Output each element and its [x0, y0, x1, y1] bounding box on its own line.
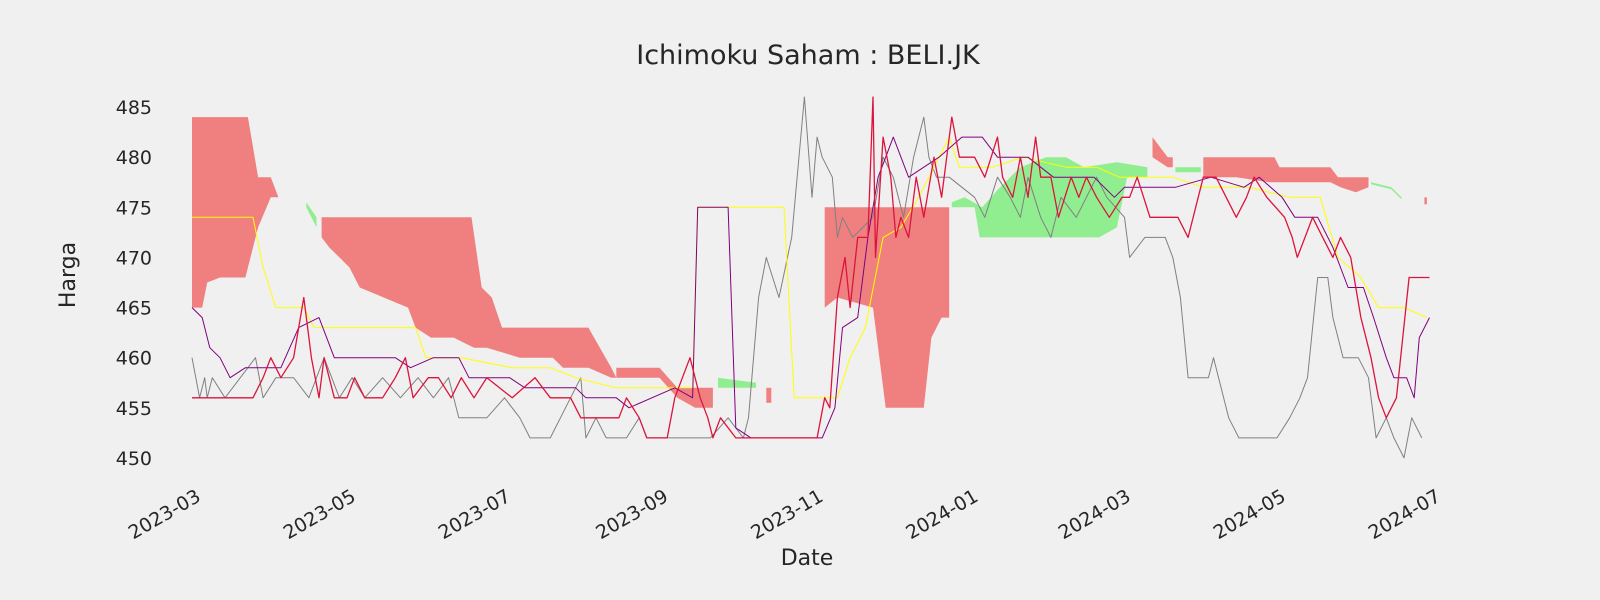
cloud-region-bullish-7 — [951, 157, 1148, 238]
ichimoku-lines — [191, 96, 1430, 459]
cloud-region-bullish-11 — [1371, 182, 1402, 200]
cloud-region-bullish-1 — [306, 202, 317, 228]
y-tick-label: 470 — [116, 247, 152, 269]
cloud-region-bearish-0 — [192, 117, 294, 308]
cloud-region-bearish-8 — [1152, 137, 1173, 168]
y-tick-label: 460 — [116, 348, 152, 370]
y-tick-label: 475 — [116, 197, 152, 219]
series-line-close — [192, 96, 1430, 439]
cloud-region-bearish-5 — [766, 387, 772, 403]
y-axis-title: Harga — [56, 242, 81, 308]
cloud-region-bearish-12 — [1424, 197, 1427, 205]
cloud-region-bearish-10 — [1203, 157, 1369, 193]
y-tick-label: 485 — [116, 97, 152, 119]
cloud-region-bearish-3 — [616, 367, 713, 408]
y-tick-label: 465 — [116, 298, 152, 320]
cloud-region-bearish-2 — [321, 217, 617, 378]
cloud-region-bullish-4 — [718, 377, 757, 388]
cloud-region-bullish-9 — [1175, 167, 1201, 173]
chart-title: Ichimoku Saham : BELI.JK — [636, 40, 981, 71]
y-tick-label: 455 — [116, 398, 152, 420]
y-tick-label: 450 — [116, 448, 152, 470]
series-line-kijun — [192, 136, 1428, 399]
x-axis-title: Date — [781, 546, 834, 571]
series-line-chikou — [191, 96, 1423, 459]
y-tick-label: 480 — [116, 147, 152, 169]
series-line-tenkan — [191, 136, 1430, 439]
